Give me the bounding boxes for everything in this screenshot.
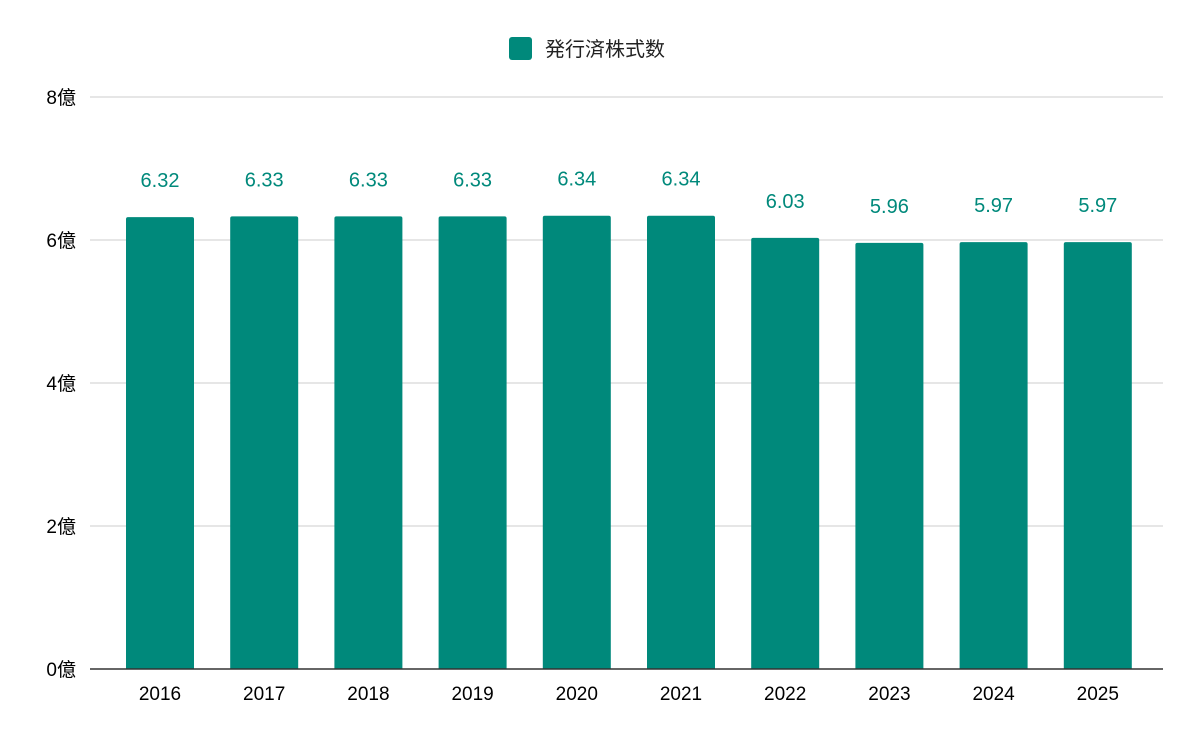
x-tick-label: 2022 (764, 684, 806, 705)
x-tick-label: 2020 (556, 684, 598, 705)
bar[interactable] (438, 216, 507, 669)
bar[interactable] (647, 215, 715, 669)
y-tick-label: 2億 (46, 516, 76, 538)
x-tick-label: 2024 (972, 684, 1015, 705)
x-tick-label: 2016 (139, 684, 181, 705)
bar[interactable] (959, 242, 1028, 669)
y-tick-label: 4億 (46, 373, 76, 395)
y-tick-label: 0億 (46, 659, 76, 681)
data-label: 6.33 (245, 169, 284, 191)
data-label: 6.32 (141, 170, 180, 192)
bar[interactable] (230, 216, 299, 669)
y-tick-label: 8億 (46, 87, 76, 109)
x-tick-label: 2017 (243, 684, 285, 705)
x-tick-label: 2018 (347, 684, 389, 705)
bar[interactable] (334, 216, 403, 669)
data-label: 6.33 (453, 169, 492, 191)
bar[interactable] (751, 237, 820, 670)
x-tick-label: 2021 (660, 684, 702, 705)
bar[interactable] (126, 217, 194, 669)
data-label: 6.33 (349, 169, 388, 191)
legend[interactable]: 発行済株式数 (509, 37, 665, 61)
data-labels: 6.32 6.33 6.33 6.33 6.34 6.34 6.03 5.96 5.97 5.97 (141, 169, 1118, 218)
data-label: 5.96 (870, 196, 909, 218)
x-axis-tick-labels: 2016 2017 2018 2019 2020 2021 2022 2023 2024 2025 (139, 684, 1119, 705)
bar[interactable] (1063, 242, 1132, 669)
bar[interactable] (855, 242, 924, 670)
data-label: 6.34 (557, 169, 596, 191)
x-tick-label: 2023 (868, 684, 910, 705)
x-tick-label: 2019 (451, 684, 493, 705)
y-tick-label: 6億 (46, 230, 76, 252)
legend-swatch (509, 37, 532, 60)
x-tick-label: 2025 (1077, 684, 1119, 705)
bar[interactable] (542, 215, 611, 669)
data-label: 5.97 (1078, 195, 1117, 217)
data-label: 6.03 (766, 191, 805, 213)
bars (126, 215, 1132, 670)
legend-label: 発行済株式数 (545, 38, 665, 61)
y-axis-tick-labels: 0億 2億 4億 6億 8億 (46, 87, 76, 681)
data-label: 5.97 (974, 195, 1013, 217)
data-label: 6.34 (662, 169, 701, 191)
